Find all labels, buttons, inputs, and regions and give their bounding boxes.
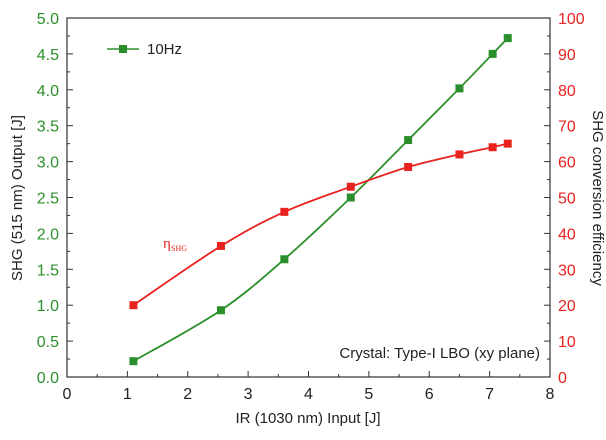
right-tick-label: 50 [558, 191, 576, 208]
bottom-axis-ticks: 0 1 2 3 4 5 6 7 8 [63, 371, 555, 403]
left-tick-label: 5.0 [37, 11, 59, 28]
left-tick-label: 0.5 [37, 334, 59, 351]
legend: 10Hz [107, 41, 182, 58]
bottom-tick-label: 8 [546, 386, 555, 403]
right-tick-label: 90 [558, 47, 576, 64]
right-tick-label: 80 [558, 83, 576, 100]
bottom-tick-label: 3 [244, 386, 253, 403]
right-tick-label: 40 [558, 226, 576, 243]
right-tick-label: 10 [558, 334, 576, 351]
bottom-tick-label: 0 [63, 386, 72, 403]
left-tick-label: 2.0 [37, 226, 59, 243]
data-point-10hz [455, 84, 464, 93]
left-tick-label: 1.0 [37, 298, 59, 315]
y-right-axis-label: SHG conversion efficiency [589, 110, 606, 286]
right-tick-label: 0 [558, 370, 567, 387]
data-point-eta-shg [346, 182, 355, 191]
series-line-eta-shg [132, 142, 508, 306]
bottom-tick-label: 7 [485, 386, 494, 403]
data-point-eta-shg [129, 301, 138, 310]
y-axis-label: SHG (515 nm) Output [J] [9, 115, 26, 281]
left-tick-label: 4.0 [37, 83, 59, 100]
data-point-10hz [404, 136, 413, 145]
data-point-eta-shg [280, 207, 289, 216]
data-point-10hz [216, 306, 225, 315]
right-tick-label: 60 [558, 155, 576, 172]
eta-subscript: SHG [171, 244, 187, 253]
bottom-tick-label: 5 [364, 386, 373, 403]
data-point-10hz [503, 34, 512, 43]
data-point-eta-shg [404, 162, 413, 171]
data-point-10hz [129, 357, 138, 366]
data-point-eta-shg [455, 150, 464, 159]
data-point-10hz [488, 49, 497, 58]
left-tick-label: 3.5 [37, 119, 59, 136]
series-line-10hz [132, 37, 509, 362]
eta-shg-label: η SHG [163, 236, 187, 253]
bottom-tick-label: 1 [123, 386, 132, 403]
right-tick-label: 20 [558, 298, 576, 315]
left-tick-label: 2.5 [37, 191, 59, 208]
right-axis-ticks: 0 10 20 30 40 50 60 70 80 90 100 [544, 11, 585, 387]
legend-label-10hz: 10Hz [147, 41, 182, 58]
left-tick-label: 1.5 [37, 262, 59, 279]
right-tick-label: 30 [558, 262, 576, 279]
data-point-10hz [280, 255, 289, 264]
left-axis-ticks: 0.0 0.5 1.0 1.5 2.0 2.5 3.0 3.5 4.0 4.5 5.0 [37, 11, 73, 387]
bottom-tick-label: 6 [425, 386, 434, 403]
eta-symbol: η [163, 236, 171, 252]
left-tick-label: 0.0 [37, 370, 59, 387]
data-point-eta-shg [488, 143, 497, 152]
legend-marker-10hz [119, 45, 127, 53]
bottom-tick-label: 2 [183, 386, 192, 403]
left-tick-label: 3.0 [37, 155, 59, 172]
crystal-annotation: Crystal: Type-I LBO (xy plane) [339, 345, 540, 362]
series-layer [129, 34, 512, 366]
data-point-10hz [346, 193, 355, 202]
right-tick-label: 70 [558, 119, 576, 136]
bottom-tick-label: 4 [304, 386, 313, 403]
data-point-eta-shg [503, 139, 512, 148]
left-tick-label: 4.5 [37, 47, 59, 64]
data-point-eta-shg [216, 241, 225, 250]
x-axis-label: IR (1030 nm) Input [J] [235, 410, 380, 427]
right-tick-label: 100 [558, 11, 585, 28]
plot-frame [66, 17, 551, 378]
